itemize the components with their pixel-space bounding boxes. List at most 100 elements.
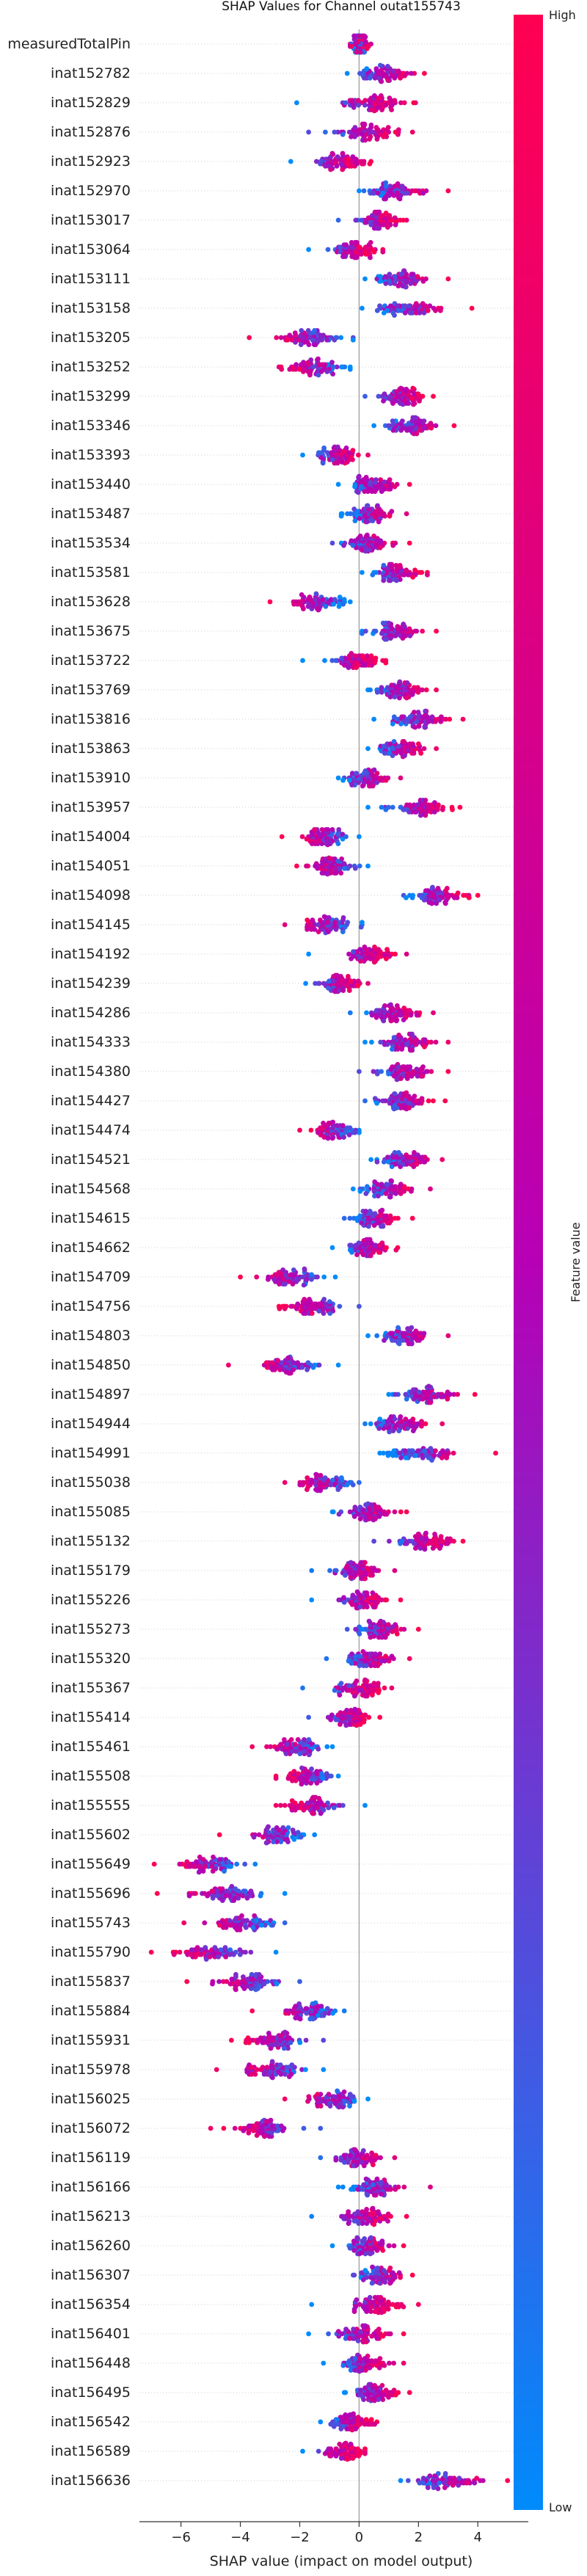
shap-point — [292, 1742, 298, 1747]
shap-point — [404, 1397, 409, 1402]
shap-point — [382, 1685, 387, 1691]
shap-point — [325, 1135, 331, 1141]
feature-label: inat156495 — [51, 2384, 131, 2401]
shap-point — [309, 841, 315, 846]
feature-label: inat156448 — [51, 2355, 131, 2371]
shap-point — [280, 1825, 286, 1830]
shap-point — [350, 102, 356, 108]
shap-point — [381, 1159, 387, 1165]
shap-point — [258, 1893, 263, 1899]
shap-point — [387, 1100, 393, 1106]
shap-point — [382, 1338, 387, 1343]
feature-label: inat155743 — [51, 1915, 131, 1931]
shap-point — [282, 2029, 288, 2035]
shap-point — [423, 812, 429, 818]
feature-label: inat156354 — [51, 2296, 131, 2313]
shap-point — [423, 1389, 429, 1395]
shap-point — [362, 39, 368, 45]
shap-point — [241, 1986, 247, 1992]
shap-point — [148, 1949, 154, 1955]
shap-point — [334, 364, 340, 370]
shap-point — [264, 1744, 269, 1750]
shap-point — [384, 1597, 390, 1603]
shap-point — [227, 1922, 233, 1928]
shap-point — [325, 247, 331, 252]
shap-point — [375, 503, 380, 509]
shap-point — [411, 802, 417, 808]
shap-point — [370, 518, 376, 523]
shap-point — [410, 1448, 415, 1454]
shap-point — [266, 2031, 271, 2036]
shap-point — [368, 653, 374, 658]
shap-point — [406, 1096, 412, 1102]
shap-point — [409, 689, 415, 695]
shap-point — [369, 663, 375, 668]
feature-label: inat153910 — [51, 770, 131, 786]
shap-point — [362, 1712, 368, 1718]
shap-point — [356, 102, 361, 108]
shap-point — [444, 1455, 450, 1460]
shap-point — [429, 1069, 434, 1074]
shap-point — [388, 1096, 393, 1102]
shap-point — [362, 1693, 368, 1699]
feature-label: inat155837 — [51, 1973, 131, 1990]
shap-point — [409, 129, 415, 135]
shap-point — [431, 1098, 436, 1104]
shap-point — [409, 1188, 414, 1194]
shap-point — [279, 366, 285, 372]
shap-point — [406, 1341, 412, 1347]
feature-label: inat155320 — [51, 1651, 131, 1667]
shap-point — [357, 1069, 362, 1074]
shap-point — [309, 1767, 314, 1772]
shap-point — [309, 1311, 315, 1316]
shap-point — [402, 73, 407, 79]
shap-point — [360, 1252, 366, 1257]
shap-point — [387, 1538, 392, 1544]
shap-point — [301, 362, 307, 368]
shap-point — [242, 1861, 248, 1867]
shap-point — [290, 1281, 296, 1287]
shap-point — [392, 484, 398, 490]
shap-point — [440, 1157, 445, 1163]
shap-point — [356, 653, 362, 658]
shap-point — [371, 423, 376, 429]
shap-point — [249, 2008, 255, 2014]
shap-point — [299, 834, 305, 840]
shap-point — [412, 809, 418, 815]
shap-point — [209, 1888, 215, 1894]
shap-point — [339, 655, 345, 661]
shap-point — [341, 865, 347, 871]
shap-point — [440, 1394, 446, 1400]
shap-point — [362, 1421, 368, 1427]
shap-point — [250, 1925, 256, 1930]
shap-point — [436, 802, 441, 808]
shap-point — [393, 633, 398, 638]
shap-point — [369, 1039, 374, 1045]
shap-point — [337, 1692, 343, 1698]
shap-point — [371, 1634, 377, 1640]
shap-point — [365, 1333, 371, 1339]
shap-point — [302, 1266, 307, 1272]
shap-point — [324, 871, 330, 877]
feature-label: inat154239 — [51, 975, 131, 992]
feature-label: inat153957 — [51, 799, 131, 815]
shap-point — [348, 244, 353, 250]
shap-point — [411, 401, 416, 407]
feature-label: inat156166 — [51, 2179, 131, 2195]
shap-point — [219, 1898, 225, 1904]
shap-point — [293, 2004, 299, 2009]
shap-point — [274, 1825, 280, 1830]
shap-point — [435, 807, 440, 812]
shap-point — [374, 956, 380, 961]
shap-point — [321, 1121, 326, 1126]
shap-point — [330, 2010, 335, 2016]
shap-point — [382, 274, 388, 280]
shap-point — [363, 475, 369, 480]
shap-point — [373, 1015, 379, 1020]
shap-point — [335, 859, 341, 864]
shap-point — [400, 1338, 406, 1343]
shap-point — [291, 601, 297, 607]
shap-point — [270, 1922, 275, 1928]
shap-point — [412, 1150, 417, 1155]
shap-point — [362, 1802, 368, 1808]
